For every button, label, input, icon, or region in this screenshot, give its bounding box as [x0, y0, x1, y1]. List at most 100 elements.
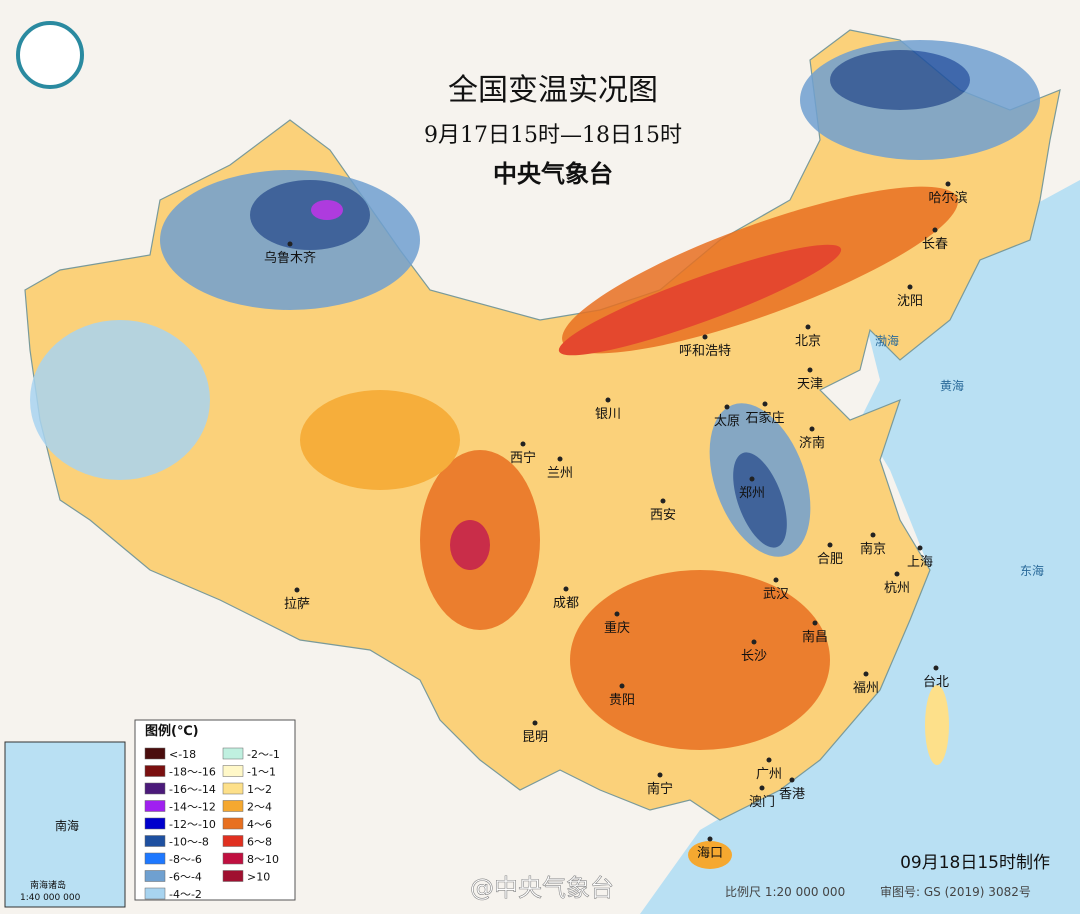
- legend-swatch: [222, 800, 244, 812]
- legend-swatch: [222, 782, 244, 795]
- city-label: 上海: [907, 555, 933, 570]
- city-dot: [707, 836, 713, 842]
- legend-label: 4～6: [247, 818, 272, 831]
- city-label: 石家庄: [745, 410, 784, 426]
- map-scale: 比例尺 1:20 000 000: [725, 885, 845, 899]
- city-label: 杭州: [884, 581, 910, 596]
- city-label: 贵阳: [609, 693, 635, 708]
- legend-swatch: [144, 765, 166, 777]
- subtitle: 9月17日15时—18日15时: [424, 123, 682, 148]
- city-label: 合肥: [817, 552, 843, 567]
- city-label: 西宁: [510, 450, 536, 466]
- city-dot: [619, 683, 625, 689]
- legend-label: -16～-14: [169, 783, 216, 796]
- legend-swatch: [144, 817, 166, 830]
- city-label: 重庆: [604, 620, 630, 636]
- city-dot: [749, 476, 755, 482]
- legend-label: -10～-8: [169, 836, 209, 849]
- city-label: 乌鲁木齐: [264, 250, 316, 266]
- city-label: 成都: [553, 596, 579, 611]
- city-dot: [766, 757, 772, 763]
- city-label: 长春: [922, 237, 948, 252]
- legend-label: 1～2: [247, 783, 272, 796]
- city-label: 银川: [595, 407, 621, 422]
- city-dot: [894, 571, 900, 577]
- legend-swatch: [144, 800, 166, 812]
- city-dot: [702, 334, 708, 340]
- city-label: 福州: [853, 681, 879, 696]
- city-label: 太原: [714, 414, 740, 429]
- city-dot: [805, 324, 811, 330]
- legend-label: -4～-2: [169, 888, 202, 901]
- legend-swatch: [222, 852, 244, 865]
- city-label: 兰州: [547, 466, 573, 481]
- city-dot: [520, 441, 526, 447]
- sea-label: 东海: [1020, 563, 1044, 578]
- city-dot: [917, 545, 923, 551]
- city-label: 昆明: [522, 730, 548, 745]
- inset-sea: 南海: [55, 818, 79, 833]
- city-label: 济南: [799, 435, 825, 451]
- city-dot: [657, 772, 663, 778]
- inset-frame: [4, 741, 126, 908]
- city-label: 呼和浩特: [679, 344, 731, 359]
- legend-label: -18～-16: [169, 766, 216, 779]
- city-dot: [751, 639, 757, 645]
- city-label: 沈阳: [897, 294, 923, 309]
- city-dot: [762, 401, 768, 407]
- inset-map: 南海 南海诸岛 1:40 000 000: [4, 741, 126, 908]
- city-dot: [287, 241, 293, 247]
- legend-swatch: [222, 835, 244, 847]
- logo: [16, 21, 84, 89]
- legend-label: 2～4: [247, 801, 272, 814]
- sea: [640, 180, 1080, 914]
- legend-label: <-18: [169, 748, 196, 761]
- legend-label: >10: [247, 871, 270, 884]
- temperature-fields: [30, 40, 1040, 750]
- sea-label: 渤海: [875, 333, 899, 348]
- legend-swatch: [144, 747, 166, 760]
- city-label: 天津: [797, 377, 823, 392]
- city-label: 长沙: [741, 649, 767, 664]
- city-dot: [945, 181, 951, 187]
- city-dot: [789, 777, 795, 783]
- city-label: 南昌: [802, 629, 828, 645]
- city-label: 哈尔滨: [928, 190, 967, 206]
- review-no: 审图号: GS (2019) 3082号: [880, 884, 1031, 899]
- legend-label: -6～-4: [169, 871, 202, 884]
- legend-label: -1～1: [247, 766, 276, 779]
- city-label: 香港: [779, 787, 805, 802]
- city-dot: [827, 542, 833, 548]
- legend-swatch: [144, 835, 166, 847]
- city-dot: [870, 532, 876, 538]
- legend-swatch: [144, 870, 166, 882]
- city-label: 北京: [795, 334, 821, 349]
- city-label: 武汉: [763, 587, 789, 602]
- legend-label: -2～-1: [247, 748, 280, 761]
- city-dot: [809, 426, 815, 432]
- city-dot: [532, 720, 538, 726]
- city-label: 澳门: [749, 794, 775, 810]
- city-dot: [563, 586, 569, 592]
- city-dot: [294, 587, 300, 593]
- city-dot: [759, 785, 765, 791]
- legend-title: 图例(℃): [145, 723, 199, 739]
- inset-title: 南海诸岛: [30, 879, 66, 891]
- city-dot: [907, 284, 913, 290]
- city-label: 西安: [650, 508, 676, 523]
- inset-scale: 1:40 000 000: [20, 893, 81, 903]
- taiwan: [925, 685, 949, 765]
- title: 全国变温实况图: [448, 73, 658, 108]
- city-label: 台北: [923, 675, 949, 690]
- city-dot: [773, 577, 779, 583]
- legend-label: -8～-6: [169, 853, 202, 866]
- city-label: 郑州: [739, 486, 765, 501]
- org: 中央气象台: [493, 160, 613, 188]
- city-dot: [807, 367, 813, 373]
- city-dot: [932, 227, 938, 233]
- sea-label: 黄海: [940, 378, 964, 393]
- made-time: 09月18日15时制作: [900, 853, 1050, 873]
- legend-swatch: [222, 817, 244, 830]
